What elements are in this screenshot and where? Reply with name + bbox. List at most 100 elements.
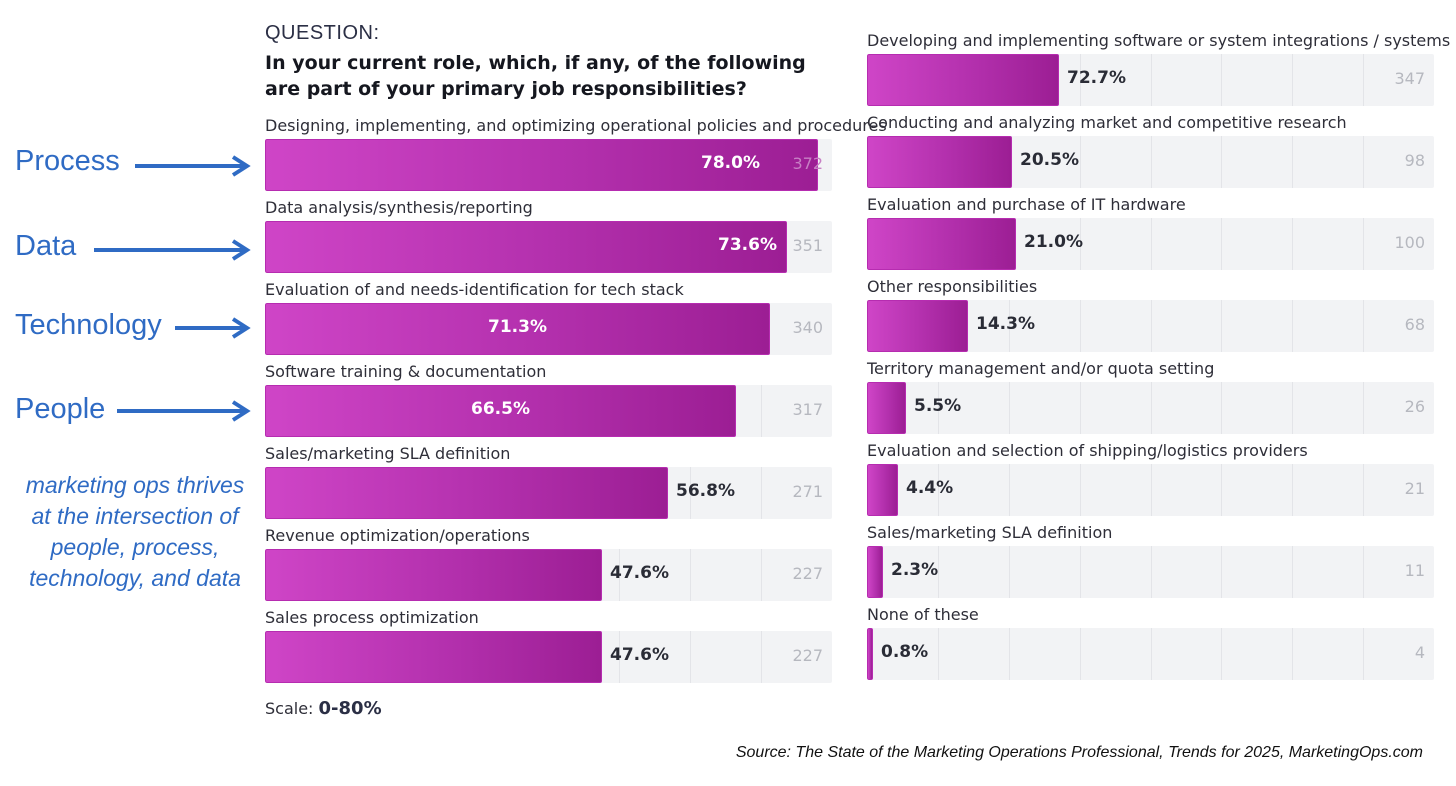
- bar-row: Software training & documentation 66.5% 31…: [265, 362, 832, 444]
- bar-percent-label: 21.0%: [1024, 232, 1083, 252]
- bar: [867, 136, 1012, 188]
- bar-count-label: 271: [792, 482, 823, 501]
- bar-row: Sales/marketing SLA definition 56.8% 271: [265, 444, 832, 526]
- bar-row: Evaluation and selection of shipping/log…: [867, 441, 1434, 523]
- side-label-people: People: [15, 393, 106, 425]
- gridline: [1080, 136, 1081, 188]
- bar-label: Data analysis/synthesis/reporting: [265, 198, 533, 217]
- bar-row: Evaluation and purchase of IT hardware 21…: [867, 195, 1434, 277]
- bar-row: Data analysis/synthesis/reporting 73.6% 35…: [265, 198, 832, 280]
- gridline: [1221, 136, 1222, 188]
- gridline: [938, 628, 939, 680]
- gridline: [1292, 54, 1293, 106]
- gridline: [1151, 382, 1152, 434]
- gridline: [619, 631, 620, 683]
- bar-track: 2.3% 11: [867, 546, 1434, 598]
- bar-row: Evaluation of and needs-identification f…: [265, 280, 832, 362]
- bar-count-label: 26: [1404, 397, 1425, 416]
- gridline: [1080, 546, 1081, 598]
- bar-percent-label: 0.8%: [881, 642, 929, 662]
- bar-row: Revenue optimization/operations 47.6% 227: [265, 526, 832, 608]
- source-citation: Source: The State of the Marketing Opera…: [735, 744, 1423, 761]
- bar-label: Sales process optimization: [265, 608, 479, 627]
- bar-label: Revenue optimization/operations: [265, 526, 530, 545]
- gridline: [761, 631, 762, 683]
- scale-label: Scale: 0-80%: [265, 698, 382, 719]
- bar: [867, 546, 883, 598]
- bar-track: 66.5% 317: [265, 385, 832, 437]
- bar-count-label: 347: [1394, 69, 1425, 88]
- gridline: [1292, 136, 1293, 188]
- bar-track: 78.0% 372: [265, 139, 832, 191]
- arrow-data-icon: [94, 239, 251, 261]
- bar: [265, 467, 668, 519]
- bar-track: 21.0% 100: [867, 218, 1434, 270]
- bar-row: None of these 0.8% 4: [867, 605, 1434, 687]
- bar-percent-label: 4.4%: [906, 478, 954, 498]
- gridline: [1221, 218, 1222, 270]
- bar-percent-label: 14.3%: [976, 314, 1035, 334]
- gridline: [1151, 218, 1152, 270]
- bar-track: 47.6% 227: [265, 549, 832, 601]
- gridline: [1009, 300, 1010, 352]
- bar-row: Developing and implementing software or …: [867, 31, 1450, 113]
- bar-label: Evaluation and selection of shipping/log…: [867, 441, 1308, 460]
- bar-percent-label: 20.5%: [1020, 150, 1079, 170]
- gridline: [1292, 382, 1293, 434]
- bar-row: Other responsibilities 14.3% 68: [867, 277, 1434, 359]
- bar-count-label: 68: [1404, 315, 1425, 334]
- bar-percent-label: 5.5%: [914, 396, 962, 416]
- bar-label: Territory management and/or quota settin…: [867, 359, 1215, 378]
- bar-count-label: 11: [1404, 561, 1425, 580]
- gridline: [619, 549, 620, 601]
- gridline: [1151, 464, 1152, 516]
- gridline: [1292, 546, 1293, 598]
- bar-count-label: 351: [792, 236, 823, 255]
- bar: [867, 464, 898, 516]
- arrow-technology-icon: [175, 317, 251, 339]
- bar-row: Conducting and analyzing market and comp…: [867, 113, 1434, 195]
- bar-count-label: 317: [792, 400, 823, 419]
- gridline: [938, 382, 939, 434]
- gridline: [1363, 382, 1364, 434]
- gridline: [1363, 300, 1364, 352]
- bar-label: Evaluation and purchase of IT hardware: [867, 195, 1186, 214]
- question-label: QUESTION:: [265, 22, 380, 44]
- question-text: In your current role, which, if any, of …: [265, 52, 806, 100]
- arrow-people-icon: [117, 400, 251, 422]
- bar-percent-label: 71.3%: [488, 317, 547, 337]
- bar-track: 0.8% 4: [867, 628, 1434, 680]
- gridline: [1009, 464, 1010, 516]
- gridline: [1363, 54, 1364, 106]
- bar-track: 47.6% 227: [265, 631, 832, 683]
- bar-count-label: 4: [1414, 643, 1425, 662]
- bar-count-label: 21: [1404, 479, 1425, 498]
- bar: [265, 303, 770, 355]
- bar-count-label: 100: [1394, 233, 1425, 252]
- bar: [867, 300, 968, 352]
- gridline: [1221, 300, 1222, 352]
- bar-percent-label: 78.0%: [701, 153, 760, 173]
- bar-track: 4.4% 21: [867, 464, 1434, 516]
- gridline: [1221, 382, 1222, 434]
- gridline: [1080, 464, 1081, 516]
- bar-track: 20.5% 98: [867, 136, 1434, 188]
- bar-percent-label: 72.7%: [1067, 68, 1126, 88]
- gridline: [1363, 136, 1364, 188]
- bar-row: Sales process optimization 47.6% 227: [265, 608, 832, 690]
- bar: [867, 54, 1059, 106]
- scale-value: 0-80%: [318, 698, 382, 719]
- gridline: [761, 385, 762, 437]
- bar-percent-label: 73.6%: [718, 235, 777, 255]
- bar-track: 5.5% 26: [867, 382, 1434, 434]
- gridline: [1292, 218, 1293, 270]
- bar: [867, 628, 873, 680]
- gridline: [1221, 464, 1222, 516]
- bar: [265, 549, 602, 601]
- gridline: [1151, 54, 1152, 106]
- gridline: [1292, 300, 1293, 352]
- bar-row: Sales/marketing SLA definition 2.3% 11: [867, 523, 1434, 605]
- scale-prefix: Scale:: [265, 699, 314, 718]
- bar: [867, 382, 906, 434]
- bar: [265, 631, 602, 683]
